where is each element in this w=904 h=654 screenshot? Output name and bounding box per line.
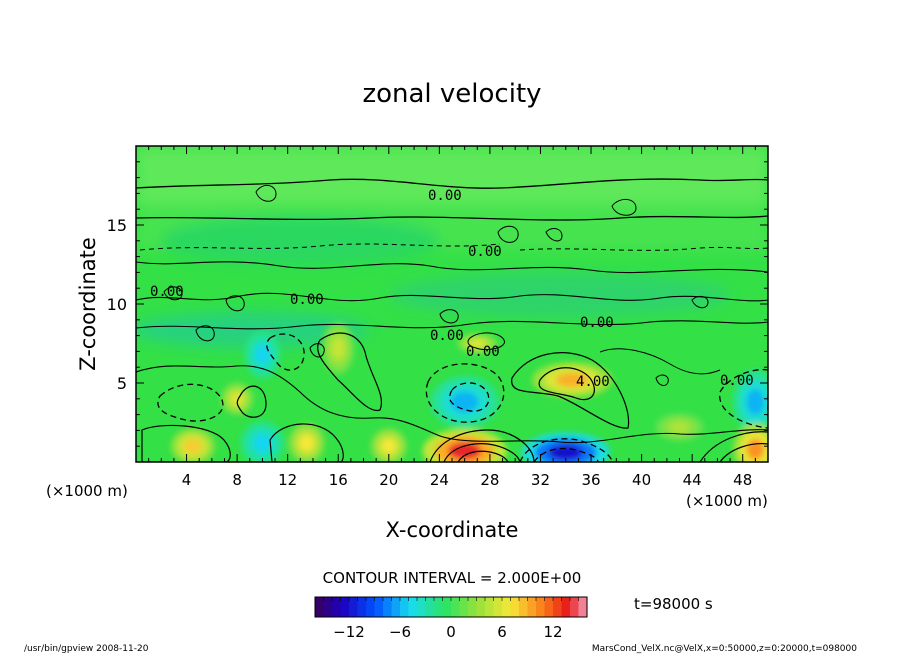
colorbar-cell	[519, 597, 529, 617]
colorbar-tick-label: 6	[497, 623, 507, 641]
velocity-feature	[288, 423, 325, 462]
footer-left: /usr/bin/gpview 2008-11-20	[24, 644, 149, 654]
colorbar-cell	[485, 597, 495, 617]
colorbar-tick-label: 0	[446, 623, 456, 641]
velocity-feature	[457, 333, 498, 354]
colorbar-cell	[408, 597, 418, 617]
velocity-feature	[733, 369, 768, 434]
velocity-feature	[733, 423, 768, 462]
velocity-feature	[244, 330, 281, 379]
velocity-features	[170, 322, 768, 462]
axis-ticks	[136, 146, 768, 462]
colorbar-cell	[366, 597, 376, 617]
colorbar-cell	[570, 597, 580, 617]
contour-label: 0.00	[428, 188, 462, 204]
colorbar-cell	[417, 597, 427, 617]
colorbar-cell	[578, 597, 588, 617]
x-tick-label: 32	[531, 471, 550, 489]
contour-label: 0.00	[290, 292, 324, 308]
colorbar	[314, 596, 588, 618]
colorbar-tick-label: 12	[543, 623, 562, 641]
colorbar-cell	[391, 597, 401, 617]
x-unit-left: (×1000 m)	[46, 482, 128, 500]
colorbar-cell	[476, 597, 486, 617]
x-tick-label: 24	[430, 471, 449, 489]
contour-interval-text: CONTOUR INTERVAL = 2.000E+00	[323, 569, 582, 587]
plot-area: 0.00 0.00 0.00 0.00 0.00 0.00 0.00 0.00 …	[135, 145, 769, 463]
contour-label: 0.00	[720, 373, 754, 389]
velocity-feature	[655, 413, 704, 442]
colorbar-frame	[314, 596, 588, 618]
contour-labels: 0.00 0.00 0.00 0.00 0.00 0.00 0.00 0.00 …	[150, 188, 754, 390]
y-tick-label: 10	[107, 295, 127, 314]
colorbar-cell	[544, 597, 554, 617]
velocity-feature	[521, 432, 610, 462]
velocity-feature	[430, 375, 499, 428]
x-tick-label: 28	[480, 471, 499, 489]
chart-title: zonal velocity	[362, 79, 541, 109]
x-tick-label: 8	[232, 471, 242, 489]
x-tick-labels: 4 8 12 16 20 24 28 32 36 40 44 48	[182, 471, 752, 489]
colorbar-cell	[332, 597, 342, 617]
colorbar-cell	[527, 597, 537, 617]
x-tick-label: 4	[182, 471, 192, 489]
colorbar-cell	[383, 597, 393, 617]
x-tick-label: 40	[632, 471, 651, 489]
velocity-feature	[221, 382, 254, 415]
x-unit-right: (×1000 m)	[686, 492, 768, 510]
colorbar-cell	[323, 597, 333, 617]
contour-lines	[136, 178, 768, 462]
y-tick-labels: 5 10 15	[107, 216, 127, 393]
upper-field	[136, 146, 768, 348]
colorbar-cell	[349, 597, 359, 617]
colorbar-cell	[451, 597, 461, 617]
colorbar-cell	[510, 597, 520, 617]
contour-label: 0.00	[466, 344, 500, 360]
colorbar-cell	[357, 597, 367, 617]
colorbar-cell	[434, 597, 444, 617]
colorbar-cell	[536, 597, 546, 617]
colorbar-cell	[340, 597, 350, 617]
contour-label: 0.00	[580, 315, 614, 331]
colorbar-cell	[400, 597, 410, 617]
x-tick-label: 36	[581, 471, 600, 489]
colorbar-cell	[425, 597, 435, 617]
velocity-feature	[240, 421, 285, 462]
colorbar-cell	[459, 597, 469, 617]
x-tick-label: 12	[278, 471, 297, 489]
contour-label: 0.00	[150, 284, 184, 300]
colorbar-cell	[374, 597, 384, 617]
colorbar-tick-label: −6	[389, 623, 411, 641]
colorbar-cell	[502, 597, 512, 617]
velocity-feature	[422, 428, 507, 462]
x-tick-label: 48	[733, 471, 752, 489]
contour-label: 0.00	[468, 244, 502, 260]
time-text: t=98000 s	[634, 595, 713, 613]
x-tick-label: 16	[329, 471, 348, 489]
y-tick-label: 5	[117, 374, 127, 393]
x-tick-label: 20	[379, 471, 398, 489]
colorbar-cell	[493, 597, 503, 617]
colorbar-labels: −12 −6 0 6 12	[333, 623, 562, 641]
footer-right: MarsCond_VelX.nc@VelX,x=0:50000,z=0:2000…	[592, 644, 857, 654]
contour-label: 0.00	[430, 328, 464, 344]
colorbar-cell	[468, 597, 478, 617]
colorbar-cell	[315, 597, 325, 617]
x-axis-label: X-coordinate	[386, 518, 519, 542]
y-axis-label: Z-coordinate	[76, 237, 100, 371]
y-tick-label: 15	[107, 216, 127, 235]
colorbar-cell	[553, 597, 563, 617]
colorbar-cell	[561, 597, 571, 617]
colorbar-tick-label: −12	[333, 623, 365, 641]
contour-label: 4.00	[576, 374, 610, 390]
velocity-feature	[170, 428, 215, 462]
velocity-feature	[370, 428, 407, 462]
x-tick-label: 44	[683, 471, 702, 489]
colorbar-cell	[442, 597, 452, 617]
